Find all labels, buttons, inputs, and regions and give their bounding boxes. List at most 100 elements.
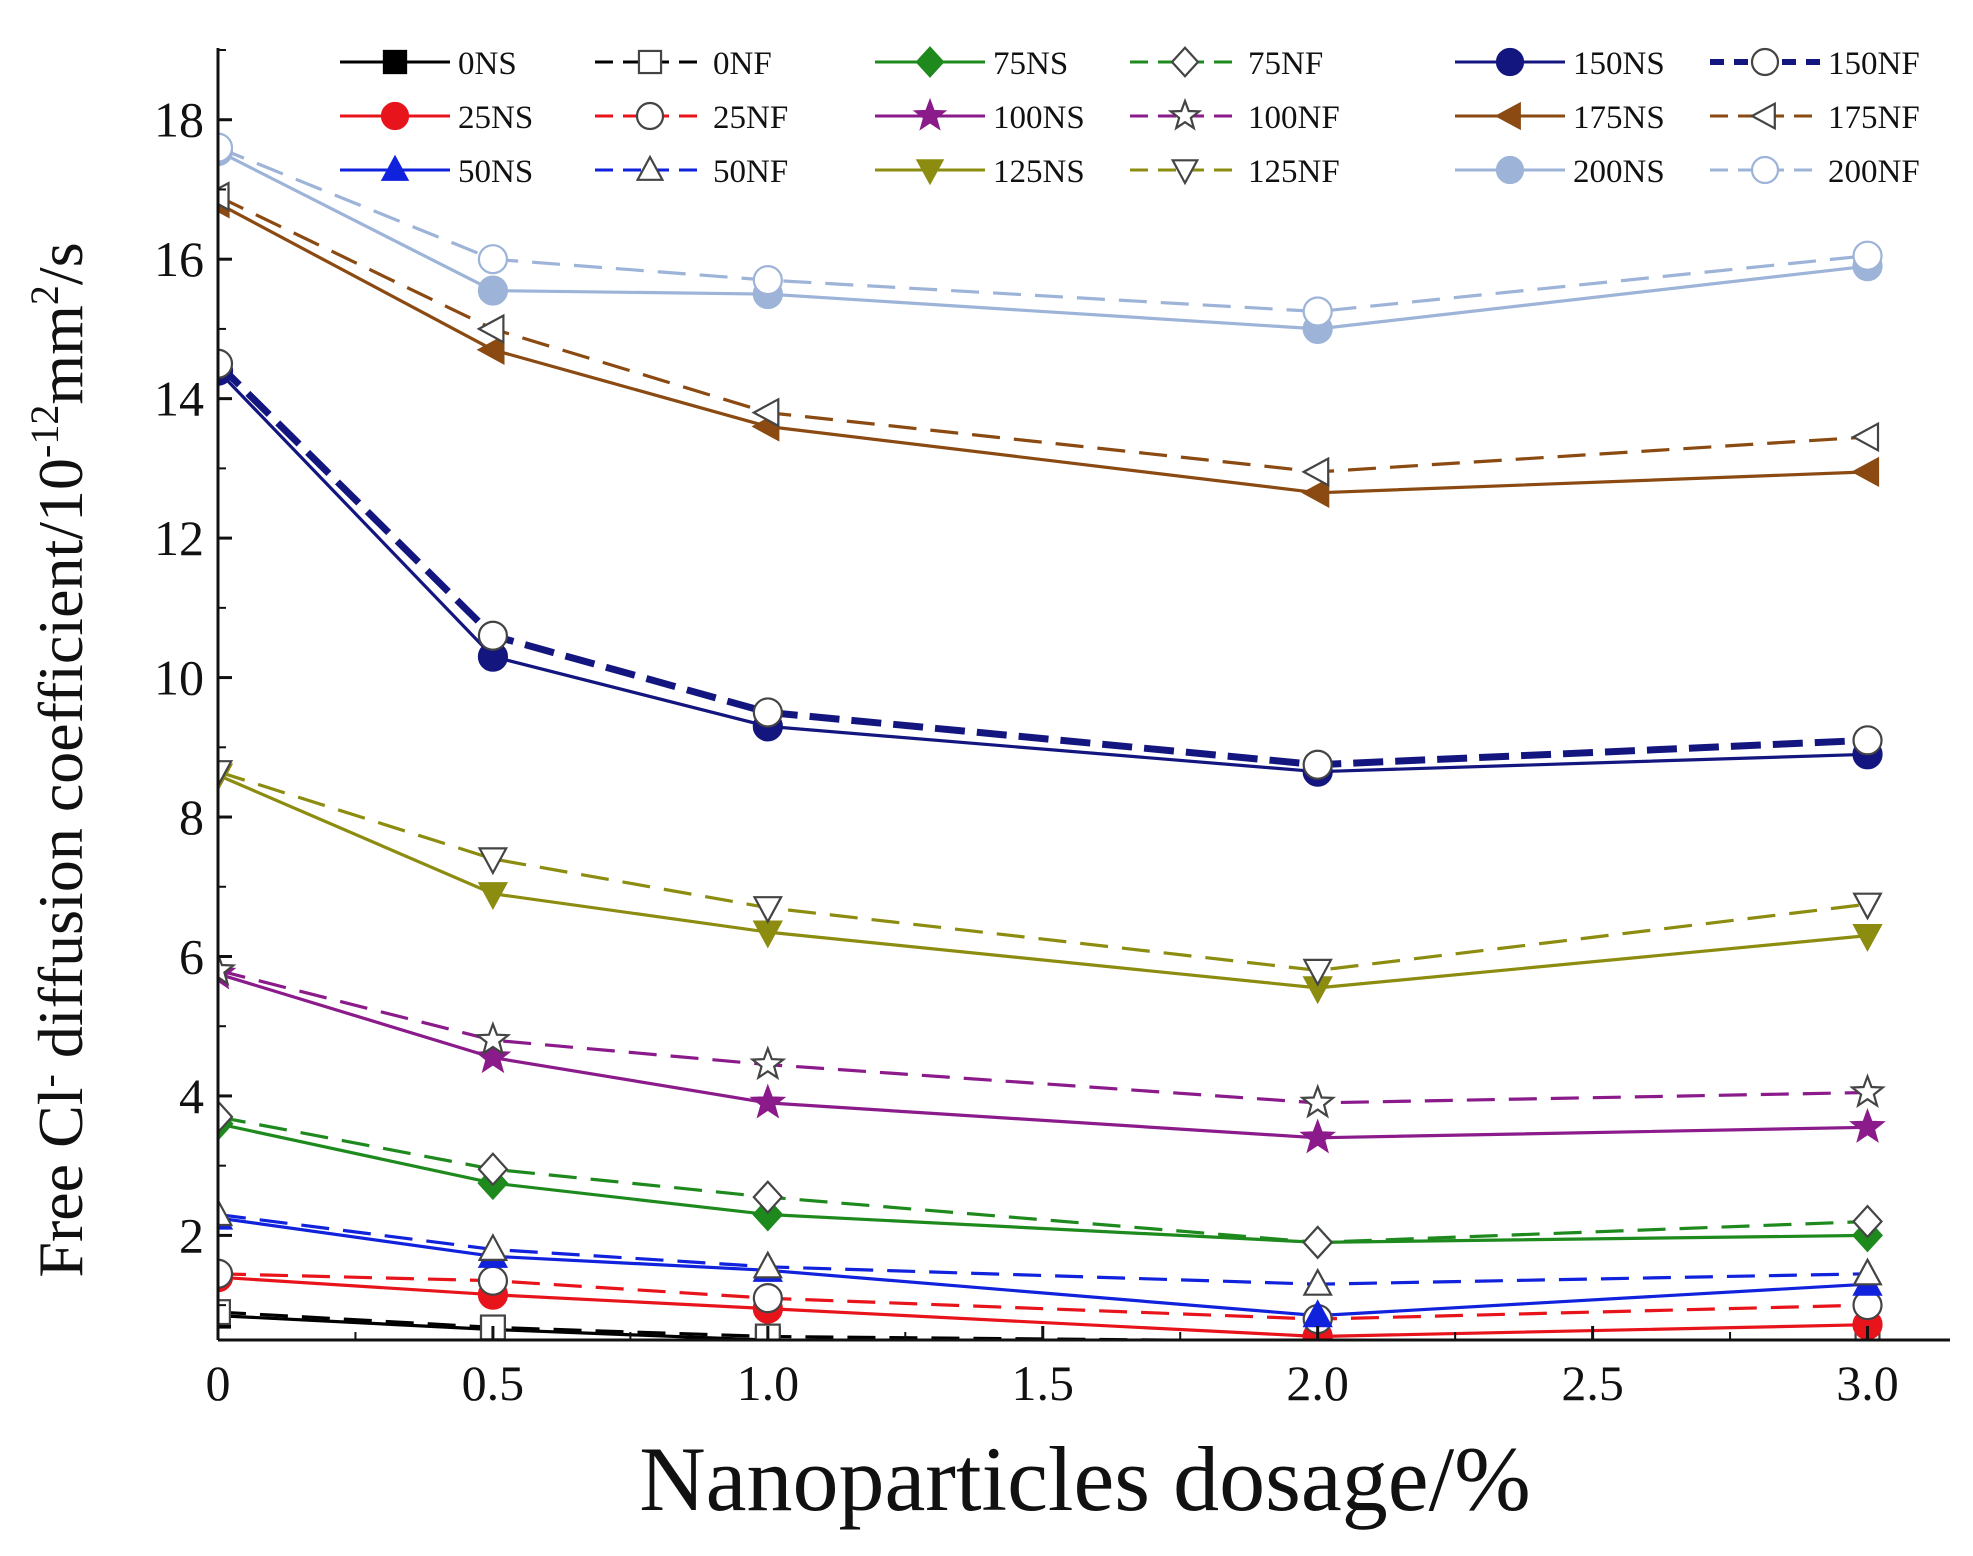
point-75nf-0 — [218, 1099, 234, 1134]
y-tick-label-10: 10 — [154, 650, 204, 706]
y-tick-label-8: 8 — [179, 789, 204, 845]
legend-marker-125nf — [1170, 159, 1200, 186]
x-tick-label-1-0: 1.0 — [737, 1355, 800, 1411]
legend-marker-150nf — [1750, 47, 1780, 77]
y-title-unit-sup: 2 — [22, 285, 67, 305]
point-150nf-1 — [477, 620, 509, 651]
legend-label-25ns: 25NS — [458, 100, 533, 136]
legend-label-50nf: 50NF — [713, 154, 788, 190]
point-75nf-2 — [752, 1180, 784, 1215]
point-175nf-3 — [1301, 456, 1330, 488]
x-tick-label-2-5: 2.5 — [1561, 1355, 1624, 1411]
series-line-100nf — [218, 968, 1868, 1105]
legend-label-100ns: 100NS — [993, 100, 1085, 136]
point-150nf-4 — [1852, 725, 1883, 756]
point-200nf-2 — [752, 265, 783, 296]
legend-marker-0nf — [637, 49, 663, 75]
x-tick-label-0-5: 0.5 — [462, 1355, 525, 1411]
point-175nf-2 — [751, 397, 780, 428]
point-100nf-3 — [1299, 1083, 1337, 1119]
point-75nf-3 — [1302, 1225, 1334, 1260]
legend-label-75ns: 75NS — [993, 46, 1068, 82]
y-tick-label-16: 16 — [154, 231, 204, 287]
legend-marker-25nf — [635, 101, 665, 131]
point-75nf-4 — [1852, 1204, 1883, 1239]
point-100ns-3 — [1299, 1118, 1336, 1154]
point-125ns-4 — [1852, 923, 1883, 952]
legend-label-0nf: 0NF — [713, 46, 772, 82]
point-175ns-1 — [476, 334, 505, 365]
legend-marker-200nf — [1750, 155, 1780, 185]
y-title-prefix: Free Cl — [25, 1087, 96, 1277]
y-title-middle: diffusion coefficient/10 — [25, 458, 96, 1074]
point-175ns-3 — [1301, 477, 1330, 508]
legend-marker-150ns — [1495, 47, 1525, 77]
legend-label-150ns: 150NS — [1573, 46, 1665, 82]
point-150nf-0 — [218, 348, 234, 379]
legend-label-175nf: 175NF — [1828, 100, 1920, 136]
legend-label-200ns: 200NS — [1573, 154, 1665, 190]
point-100ns-4 — [1849, 1108, 1886, 1143]
legend-marker-0ns — [382, 49, 408, 75]
point-175nf-4 — [1851, 421, 1880, 453]
legend-label-50ns: 50NS — [458, 154, 533, 190]
legend-label-75nf: 75NF — [1248, 46, 1323, 82]
series-line-25nf — [218, 1272, 1868, 1321]
y-title-suffix: /s — [25, 242, 96, 285]
legend-marker-175ns — [1494, 101, 1521, 131]
y-axis-title: Free Cl- diffusion coefficient/10-12mm2/… — [22, 242, 96, 1277]
series-line-150ns — [218, 369, 1868, 774]
y-tick-label-6: 6 — [179, 928, 204, 984]
legend-marker-25ns — [380, 101, 410, 131]
legend-label-25nf: 25NF — [713, 100, 788, 136]
point-100ns-2 — [749, 1083, 787, 1119]
series-line-50ns — [218, 1216, 1868, 1318]
point-125ns-1 — [477, 882, 509, 911]
point-25nf-2 — [752, 1283, 783, 1314]
point-175ns-4 — [1851, 456, 1880, 488]
point-50nf-3 — [1302, 1267, 1333, 1296]
point-75ns-2 — [752, 1197, 784, 1232]
legend-marker-100ns — [912, 97, 948, 131]
legend: 0NS 0NF 25NS 25NF 50NS 50NF 75NS 75NF 100NS 100NF… — [340, 46, 1920, 190]
point-100nf-4 — [1849, 1073, 1886, 1109]
series-line-125ns — [218, 773, 1868, 990]
series-line-150nf — [218, 361, 1868, 769]
legend-label-150nf: 150NF — [1828, 46, 1920, 82]
point-100nf-0 — [218, 951, 237, 987]
point-25nf-1 — [477, 1265, 509, 1296]
point-200nf-3 — [1302, 296, 1333, 327]
point-25nf-0 — [218, 1258, 234, 1289]
point-100nf-1 — [474, 1020, 512, 1056]
point-125nf-4 — [1852, 892, 1883, 921]
point-50nf-4 — [1852, 1257, 1883, 1286]
point-50nf-0 — [218, 1198, 234, 1227]
series-line-125nf — [218, 770, 1868, 973]
y-tick-label-14: 14 — [154, 371, 204, 427]
point-200ns-1 — [477, 275, 509, 306]
point-150nf-3 — [1302, 749, 1333, 780]
point-175nf-1 — [476, 313, 505, 345]
series-line-75nf — [218, 1115, 1868, 1245]
y-title-unit: mm — [25, 305, 96, 405]
x-tick-label-1-5: 1.5 — [1012, 1355, 1075, 1411]
legend-marker-100nf — [1167, 97, 1203, 131]
legend-label-100nf: 100NF — [1248, 100, 1340, 136]
legend-label-0ns: 0NS — [458, 46, 517, 82]
legend-marker-50ns — [380, 154, 410, 181]
x-axis-title: Nanoparticles dosage/% — [639, 1428, 1531, 1530]
point-125nf-0 — [218, 760, 234, 789]
legend-marker-50nf — [635, 154, 665, 181]
point-100ns-1 — [474, 1038, 512, 1074]
legend-marker-200ns — [1495, 155, 1525, 185]
legend-label-125nf: 125NF — [1248, 154, 1340, 190]
point-75nf-1 — [477, 1152, 509, 1187]
y-tick-label-2: 2 — [179, 1207, 204, 1263]
point-125nf-1 — [477, 847, 509, 876]
legend-marker-75nf — [1170, 46, 1200, 78]
point-50nf-1 — [477, 1233, 509, 1262]
series-markers — [218, 132, 1886, 1340]
point-175nf-0 — [218, 181, 230, 212]
point-125nf-2 — [752, 896, 783, 925]
